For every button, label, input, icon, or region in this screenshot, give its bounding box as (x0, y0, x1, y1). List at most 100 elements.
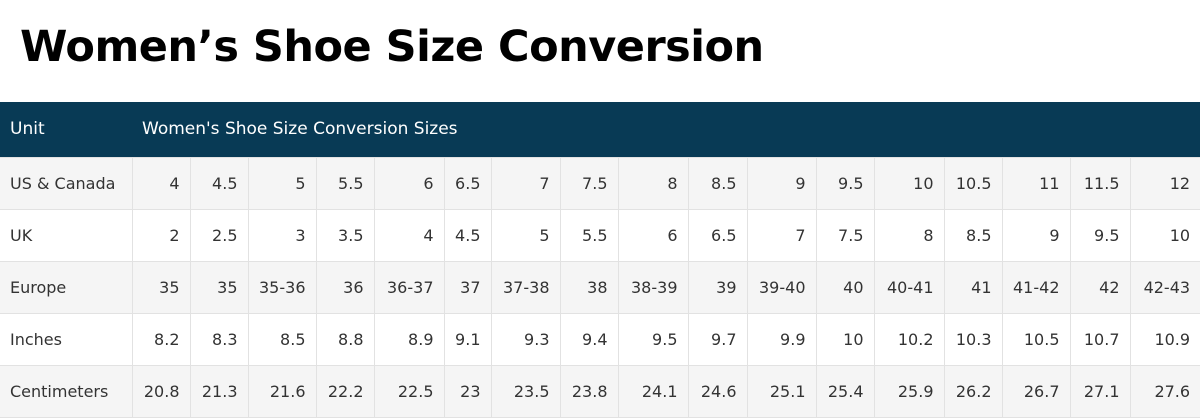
size-cell: 7.5 (559, 156, 619, 210)
size-cell: 9.5 (815, 156, 875, 210)
size-cell: 22.5 (373, 364, 445, 418)
size-cell: 6.5 (443, 156, 492, 210)
size-cell: 10.3 (943, 312, 1003, 366)
size-cell: 27.6 (1129, 364, 1200, 418)
size-cell: 35-36 (247, 260, 317, 314)
size-cell: 10 (873, 156, 945, 210)
size-cell: 8.9 (373, 312, 445, 366)
size-cell: 39 (687, 260, 748, 314)
size-cell: 3 (247, 208, 317, 262)
size-cell: 7 (490, 156, 561, 210)
size-cell: 8.5 (247, 312, 317, 366)
size-cell: 41 (943, 260, 1003, 314)
table-row: UK 2 2.5 3 3.5 4 4.5 5 5.5 6 6.5 7 7.5 8 8.5 9 9.5 10 (0, 208, 1200, 262)
size-cell: 9.1 (443, 312, 492, 366)
size-cell: 9.5 (1069, 208, 1131, 262)
table-row: Inches 8.2 8.3 8.5 8.8 8.9 9.1 9.3 9.4 9.5 9.7 9.9 1… (0, 312, 1200, 366)
column-header: Unit (0, 102, 132, 157)
size-cell: 6 (373, 156, 445, 210)
size-cell: 23.8 (559, 364, 619, 418)
size-cell: 8.5 (687, 156, 748, 210)
size-cell: 5 (247, 156, 317, 210)
size-cell: 8 (873, 208, 945, 262)
row-label: Europe (0, 260, 133, 314)
size-cell: 7.5 (815, 208, 875, 262)
size-cell: 37 (443, 260, 492, 314)
size-cell: 9.4 (559, 312, 619, 366)
size-cell: 4.5 (443, 208, 492, 262)
column-header: Women's Shoe Size Conversion Sizes (132, 102, 1200, 157)
size-cell: 10.7 (1069, 312, 1131, 366)
size-cell: 22.2 (315, 364, 375, 418)
size-cell: 41-42 (1001, 260, 1071, 314)
size-cell: 24.6 (687, 364, 748, 418)
size-cell: 5.5 (559, 208, 619, 262)
size-cell: 27.1 (1069, 364, 1131, 418)
size-cell: 39-40 (746, 260, 817, 314)
size-cell: 11.5 (1069, 156, 1131, 210)
size-cell: 40 (815, 260, 875, 314)
size-cell: 9 (1001, 208, 1071, 262)
size-cell: 9.5 (617, 312, 689, 366)
size-cell: 4 (131, 156, 191, 210)
header-row: Unit Women's Shoe Size Conversion Sizes (0, 102, 1200, 157)
size-cell: 2.5 (189, 208, 249, 262)
row-label: US & Canada (0, 156, 133, 210)
size-cell: 10 (1129, 208, 1200, 262)
size-cell: 10 (815, 312, 875, 366)
table-row: Europe 35 35 35-36 36 36-37 37 37-38 38 38-39 39 39… (0, 260, 1200, 314)
size-cell: 4 (373, 208, 445, 262)
size-cell: 7 (746, 208, 817, 262)
size-cell: 8.3 (189, 312, 249, 366)
size-cell: 10.2 (873, 312, 945, 366)
size-cell: 40-41 (873, 260, 945, 314)
size-cell: 8 (617, 156, 689, 210)
size-cell: 36-37 (373, 260, 445, 314)
size-cell: 38-39 (617, 260, 689, 314)
row-label: Inches (0, 312, 133, 366)
page-title: Women’s Shoe Size Conversion (20, 22, 764, 72)
size-cell: 25.1 (746, 364, 817, 418)
size-cell: 9.3 (490, 312, 561, 366)
row-label: UK (0, 208, 133, 262)
size-cell: 25.9 (873, 364, 945, 418)
size-cell: 9.7 (687, 312, 748, 366)
size-cell: 37-38 (490, 260, 561, 314)
size-cell: 6.5 (687, 208, 748, 262)
table-row: US & Canada 4 4.5 5 5.5 6 6.5 7 7.5 8 8.5 9 9.5 10 10.… (0, 156, 1200, 210)
size-cell: 6 (617, 208, 689, 262)
table-row: Centimeters 20.8 21.3 21.6 22.2 22.5 23 23.5 23.… (0, 364, 1200, 418)
row-label: Centimeters (0, 364, 133, 418)
size-cell: 21.6 (247, 364, 317, 418)
size-cell: 9 (746, 156, 817, 210)
size-cell: 5.5 (315, 156, 375, 210)
size-cell: 25.4 (815, 364, 875, 418)
size-cell: 42 (1069, 260, 1131, 314)
size-cell: 36 (315, 260, 375, 314)
size-cell: 8.8 (315, 312, 375, 366)
size-cell: 23 (443, 364, 492, 418)
size-cell: 23.5 (490, 364, 561, 418)
size-cell: 12 (1129, 156, 1200, 210)
size-cell: 10.5 (943, 156, 1003, 210)
size-cell: 3.5 (315, 208, 375, 262)
size-cell: 9.9 (746, 312, 817, 366)
size-cell: 8.5 (943, 208, 1003, 262)
size-table: Unit Women's Shoe Size Conversion Sizes U… (0, 102, 1200, 418)
size-cell: 35 (189, 260, 249, 314)
size-cell: 5 (490, 208, 561, 262)
size-cell: 24.1 (617, 364, 689, 418)
size-cell: 11 (1001, 156, 1071, 210)
size-cell: 26.7 (1001, 364, 1071, 418)
size-cell: 10.5 (1001, 312, 1071, 366)
size-cell: 38 (559, 260, 619, 314)
size-cell: 35 (131, 260, 191, 314)
size-cell: 2 (131, 208, 191, 262)
size-cell: 8.2 (131, 312, 191, 366)
size-cell: 20.8 (131, 364, 191, 418)
size-cell: 26.2 (943, 364, 1003, 418)
size-cell: 10.9 (1129, 312, 1200, 366)
size-cell: 42-43 (1129, 260, 1200, 314)
size-cell: 4.5 (189, 156, 249, 210)
